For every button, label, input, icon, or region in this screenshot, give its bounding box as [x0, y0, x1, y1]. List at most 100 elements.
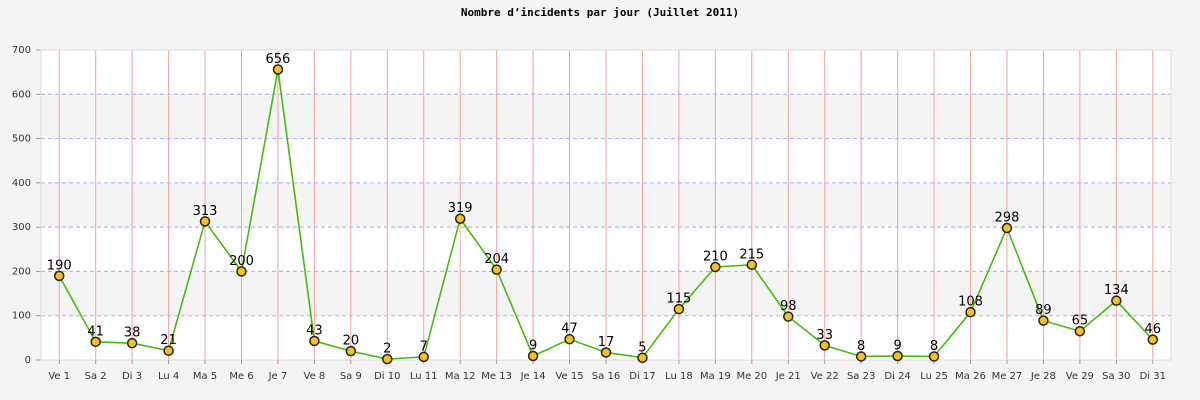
x-tick-label: Je 21 — [775, 371, 801, 382]
x-tick-label: Lu 4 — [158, 371, 179, 382]
data-point — [965, 306, 976, 318]
data-point — [382, 353, 393, 365]
data-label: 43 — [306, 323, 323, 338]
data-label: 656 — [266, 52, 291, 67]
data-label: 17 — [598, 335, 615, 350]
x-tick-label: Me 13 — [481, 371, 512, 382]
data-point — [236, 266, 247, 277]
data-label: 33 — [816, 328, 833, 343]
data-point — [1001, 222, 1013, 234]
data-label: 47 — [561, 322, 578, 337]
data-label: 200 — [229, 254, 254, 269]
x-tick-label: Ma 12 — [445, 371, 476, 382]
data-point — [746, 259, 758, 271]
y-tick-label: 500 — [12, 134, 31, 145]
data-point — [345, 345, 357, 357]
x-tick-label: Di 31 — [1140, 371, 1166, 382]
data-point — [673, 303, 685, 315]
y-tick-label: 700 — [12, 45, 31, 56]
data-label: 7 — [420, 339, 428, 354]
x-tick-label: Sa 9 — [340, 371, 362, 382]
x-tick-label: Ve 22 — [811, 371, 839, 382]
data-label: 20 — [343, 334, 360, 349]
x-tick-label: Je 7 — [268, 371, 288, 382]
data-label: 313 — [193, 204, 218, 219]
y-tick-label: 100 — [12, 311, 31, 322]
data-label: 215 — [739, 247, 764, 262]
data-label: 89 — [1035, 303, 1052, 318]
x-tick-label: Je 14 — [520, 371, 546, 382]
x-tick-label: Ma 26 — [955, 371, 986, 382]
data-label: 9 — [529, 339, 537, 354]
data-label: 5 — [638, 340, 646, 355]
data-label: 98 — [780, 299, 797, 314]
x-tick-label: Di 24 — [884, 371, 910, 382]
data-label: 108 — [958, 295, 983, 310]
data-label: 210 — [703, 250, 728, 265]
x-tick-label: Me 6 — [229, 371, 253, 382]
data-point — [454, 213, 466, 224]
data-label: 204 — [484, 252, 509, 267]
data-label: 298 — [995, 211, 1020, 226]
y-tick-label: 600 — [12, 89, 31, 100]
data-point — [272, 64, 284, 75]
data-point — [600, 347, 612, 358]
data-point — [1111, 295, 1122, 306]
data-point — [564, 333, 575, 345]
x-tick-label: Me 20 — [736, 371, 767, 382]
x-tick-label: Je 28 — [1030, 371, 1056, 382]
data-label: 46 — [1145, 322, 1162, 337]
x-tick-label: Ve 8 — [304, 371, 326, 382]
data-point — [1074, 325, 1086, 337]
data-label: 65 — [1072, 314, 1089, 329]
data-point — [90, 336, 101, 348]
data-label: 2 — [383, 342, 391, 357]
data-point — [819, 340, 830, 351]
x-tick-label: Ve 29 — [1066, 371, 1094, 382]
data-point — [491, 264, 502, 275]
x-tick-label: Ve 1 — [48, 371, 70, 382]
data-point — [527, 350, 539, 362]
data-point — [855, 351, 867, 362]
x-tick-label: Ve 15 — [555, 371, 583, 382]
data-point — [637, 352, 648, 364]
data-point — [163, 345, 174, 356]
x-tick-label: Lu 11 — [410, 371, 438, 382]
x-tick-label: Sa 23 — [847, 371, 875, 382]
data-label: 9 — [893, 339, 901, 354]
data-label: 134 — [1104, 283, 1129, 298]
data-point — [928, 351, 940, 362]
data-point — [710, 261, 721, 273]
data-label: 8 — [857, 339, 865, 354]
data-label: 8 — [930, 339, 938, 354]
x-tick-label: Di 10 — [374, 371, 400, 382]
data-point — [126, 337, 138, 349]
y-tick-label: 200 — [12, 266, 31, 277]
data-point — [418, 351, 429, 363]
data-label: 190 — [47, 258, 72, 273]
x-tick-label: Me 27 — [992, 371, 1023, 382]
data-point — [892, 350, 903, 362]
data-label: 38 — [124, 326, 141, 341]
data-point — [783, 311, 794, 322]
data-point — [309, 335, 320, 347]
data-point — [1038, 315, 1049, 326]
x-tick-label: Sa 16 — [592, 371, 620, 382]
x-tick-label: Ma 5 — [193, 371, 217, 382]
data-point — [199, 216, 211, 227]
x-tick-label: Sa 30 — [1102, 371, 1130, 382]
x-tick-label: Di 17 — [629, 371, 655, 382]
y-tick-label: 300 — [12, 222, 31, 233]
x-tick-label: Lu 18 — [665, 371, 693, 382]
y-tick-label: 400 — [12, 178, 31, 189]
data-label: 21 — [160, 333, 177, 348]
y-tick-label: 0 — [25, 355, 31, 366]
x-tick-label: Sa 2 — [85, 371, 107, 382]
data-label: 41 — [87, 324, 104, 339]
chart-title: Nombre d’incidents par jour (Juillet 201… — [461, 6, 739, 19]
data-label: 319 — [448, 201, 473, 216]
x-tick-label: Ma 19 — [700, 371, 731, 382]
x-tick-label: Di 3 — [122, 371, 142, 382]
data-label: 115 — [666, 292, 691, 307]
